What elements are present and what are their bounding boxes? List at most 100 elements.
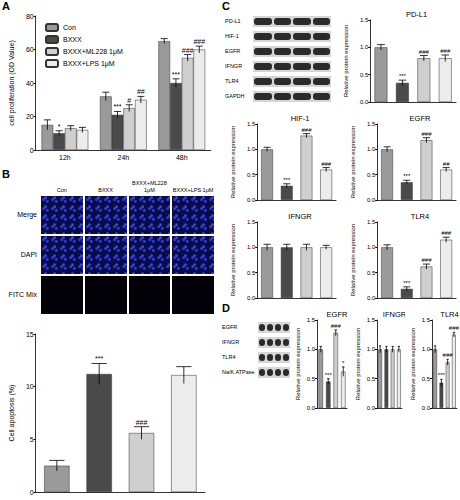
svg-text:Relative protein expression: Relative protein expression	[230, 224, 236, 296]
svg-text:1.5: 1.5	[307, 317, 316, 323]
svg-text:Relative protein expression: Relative protein expression	[343, 25, 349, 97]
html-text:C: C	[222, 0, 230, 12]
svg-text:60: 60	[26, 46, 34, 53]
svg-text:Relative protein expression: Relative protein expression	[410, 328, 416, 400]
svg-text:EGFR: EGFR	[410, 114, 431, 123]
svg-text:0.0: 0.0	[367, 295, 376, 301]
svg-text:###: ###	[443, 352, 454, 358]
svg-text:BXXX+LPS 1μM: BXXX+LPS 1μM	[63, 60, 115, 68]
svg-text:1.5: 1.5	[367, 317, 376, 323]
svg-text:###: ###	[301, 127, 312, 133]
svg-text:1.0: 1.0	[247, 244, 256, 250]
html-text:A: A	[2, 0, 10, 12]
svg-text:1.5: 1.5	[247, 121, 256, 127]
svg-text:1.0: 1.0	[367, 244, 376, 250]
svg-text:***: ***	[438, 372, 446, 378]
svg-text:1.5: 1.5	[367, 121, 376, 127]
svg-text:###: ###	[193, 38, 205, 45]
svg-text:0.0: 0.0	[307, 405, 316, 411]
svg-text:12h: 12h	[59, 154, 71, 161]
svg-text:1.5: 1.5	[247, 219, 256, 225]
svg-text:0.0: 0.0	[422, 405, 431, 411]
svg-text:#: #	[127, 97, 131, 104]
svg-text:###: ###	[419, 49, 430, 55]
svg-text:Relative protein expression: Relative protein expression	[355, 328, 361, 400]
svg-text:***: ***	[95, 355, 103, 362]
svg-text:0.5: 0.5	[367, 172, 376, 178]
html-text:D: D	[222, 302, 230, 314]
svg-text:***: ***	[403, 173, 411, 179]
svg-text:BXXX+ML228 1μM: BXXX+ML228 1μM	[63, 48, 123, 56]
svg-text:***: ***	[172, 71, 180, 78]
svg-text:###: ###	[321, 161, 332, 167]
svg-text:###: ###	[449, 325, 460, 331]
svg-text:##: ##	[137, 88, 145, 95]
svg-text:0.5: 0.5	[247, 270, 256, 276]
svg-text:***: ***	[283, 177, 291, 183]
svg-text:HIF-1: HIF-1	[291, 114, 310, 123]
svg-text:0: 0	[30, 147, 34, 154]
svg-text:0.5: 0.5	[360, 72, 369, 78]
svg-text:80: 80	[26, 13, 34, 20]
svg-text:*: *	[342, 360, 345, 366]
svg-text:***: ***	[399, 73, 407, 79]
svg-text:Relative protein expression: Relative protein expression	[350, 126, 356, 198]
svg-text:TLR4: TLR4	[411, 212, 429, 221]
svg-text:Con: Con	[63, 24, 76, 31]
svg-text:###: ###	[421, 257, 432, 263]
svg-text:0.5: 0.5	[307, 376, 316, 382]
svg-text:cell proliferation (OD Value): cell proliferation (OD Value)	[8, 40, 16, 125]
svg-text:###: ###	[182, 47, 194, 54]
svg-text:20: 20	[26, 113, 34, 120]
svg-text:IFNGR: IFNGR	[383, 310, 405, 319]
svg-text:1.0: 1.0	[360, 44, 369, 50]
svg-text:15: 15	[26, 331, 34, 338]
svg-text:##: ##	[443, 161, 450, 167]
svg-text:48h: 48h	[176, 154, 188, 161]
svg-text:1.0: 1.0	[367, 346, 376, 352]
svg-text:0.0: 0.0	[360, 99, 369, 105]
svg-text:1.5: 1.5	[360, 17, 369, 23]
svg-text:0.0: 0.0	[367, 405, 376, 411]
svg-text:###: ###	[441, 230, 452, 236]
svg-text:1.0: 1.0	[307, 346, 316, 352]
svg-text:###: ###	[440, 48, 451, 54]
svg-text:IFNGR: IFNGR	[288, 212, 312, 221]
svg-text:Relative protein expression: Relative protein expression	[295, 328, 301, 400]
svg-text:0.0: 0.0	[247, 197, 256, 203]
svg-text:***: ***	[113, 103, 121, 110]
svg-text:0.0: 0.0	[367, 197, 376, 203]
svg-text:1.0: 1.0	[422, 346, 431, 352]
svg-text:***: ***	[325, 372, 333, 378]
svg-text:***: ***	[403, 280, 411, 286]
svg-text:EGFR: EGFR	[327, 310, 348, 319]
svg-text:Relative protein expression: Relative protein expression	[230, 126, 236, 198]
svg-text:0: 0	[30, 489, 34, 496]
svg-text:0.5: 0.5	[247, 172, 256, 178]
svg-text:40: 40	[26, 80, 34, 87]
svg-text:PD-L1: PD-L1	[406, 10, 427, 19]
svg-text:0.5: 0.5	[367, 376, 376, 382]
svg-text:5: 5	[30, 436, 34, 443]
svg-text:1.0: 1.0	[247, 146, 256, 152]
html-text:B: B	[2, 168, 10, 180]
svg-text:1.5: 1.5	[422, 317, 431, 323]
svg-text:###: ###	[331, 323, 342, 329]
svg-text:1.5: 1.5	[367, 219, 376, 225]
svg-text:10: 10	[26, 383, 34, 390]
svg-text:0.0: 0.0	[247, 295, 256, 301]
html-text:BXXX+ML228 1μM: BXXX+ML228 1μM	[132, 180, 167, 193]
svg-text:0.5: 0.5	[367, 270, 376, 276]
svg-text:Relative protein expression: Relative protein expression	[350, 224, 356, 296]
svg-text:24h: 24h	[117, 154, 129, 161]
svg-text:1.0: 1.0	[367, 146, 376, 152]
svg-text:###: ###	[421, 131, 432, 137]
svg-text:TLR4: TLR4	[440, 310, 458, 319]
html-text:DAPI: DAPI	[20, 251, 37, 258]
svg-text:0.5: 0.5	[422, 376, 431, 382]
html-text:Merge: Merge	[17, 211, 37, 218]
svg-text:Cell apoptosis (%): Cell apoptosis (%)	[8, 385, 16, 442]
svg-text:###: ###	[136, 419, 148, 426]
svg-text:*: *	[58, 123, 61, 130]
svg-text:BXXX: BXXX	[63, 36, 82, 43]
